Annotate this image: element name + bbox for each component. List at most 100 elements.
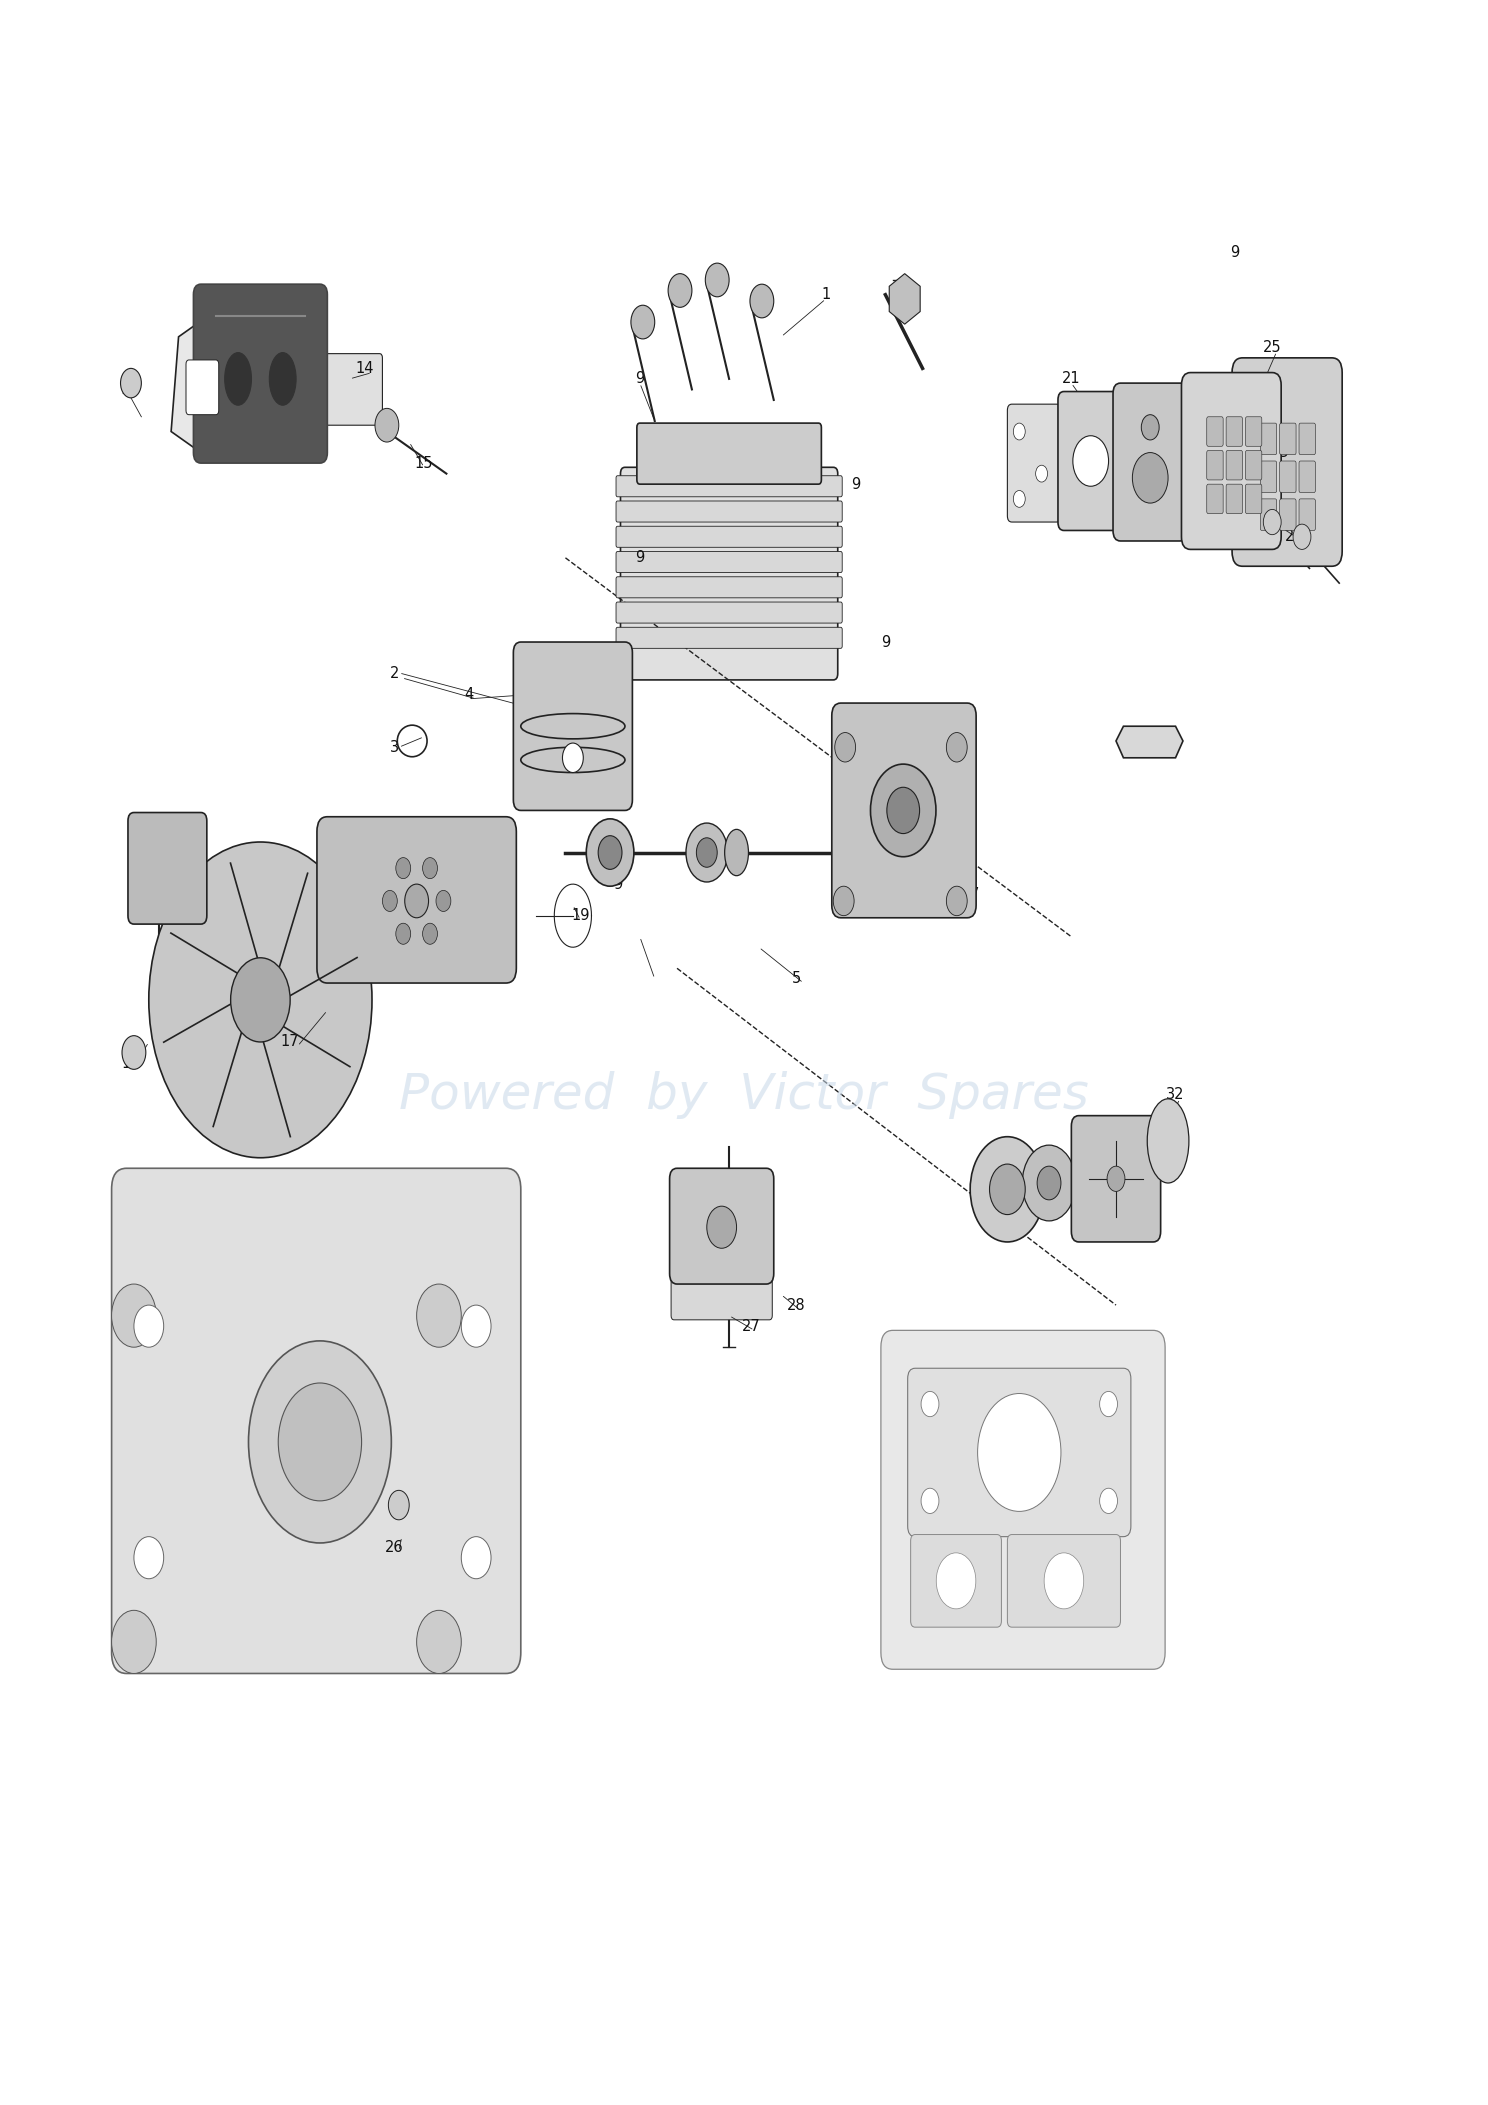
FancyBboxPatch shape: [1280, 423, 1296, 455]
Circle shape: [436, 890, 451, 911]
Circle shape: [870, 764, 936, 857]
Circle shape: [1037, 1166, 1061, 1200]
FancyBboxPatch shape: [1207, 484, 1223, 514]
FancyBboxPatch shape: [1007, 1535, 1120, 1627]
FancyBboxPatch shape: [881, 1330, 1165, 1669]
Circle shape: [1022, 1145, 1076, 1221]
Text: 17: 17: [281, 1034, 299, 1050]
Text: 10: 10: [698, 855, 716, 871]
Text: 13: 13: [266, 318, 284, 335]
Text: 5: 5: [792, 970, 801, 987]
Text: 2: 2: [390, 665, 399, 682]
Circle shape: [1045, 1553, 1083, 1608]
Circle shape: [1100, 1488, 1117, 1513]
Circle shape: [1013, 490, 1025, 507]
Text: 1: 1: [821, 286, 830, 303]
Circle shape: [417, 1610, 461, 1673]
Circle shape: [921, 1391, 939, 1417]
FancyBboxPatch shape: [1245, 450, 1262, 480]
Circle shape: [750, 284, 774, 318]
FancyBboxPatch shape: [1181, 373, 1281, 549]
Circle shape: [705, 263, 729, 297]
Circle shape: [278, 1383, 362, 1501]
FancyBboxPatch shape: [302, 354, 382, 425]
Text: 18: 18: [122, 1055, 140, 1071]
Text: 24: 24: [1286, 528, 1303, 545]
Circle shape: [1263, 509, 1281, 535]
FancyBboxPatch shape: [1299, 423, 1315, 455]
Circle shape: [121, 368, 141, 398]
Ellipse shape: [1147, 1099, 1189, 1183]
FancyBboxPatch shape: [911, 1535, 1001, 1627]
Circle shape: [1141, 415, 1159, 440]
Circle shape: [396, 924, 411, 945]
Circle shape: [631, 305, 655, 339]
FancyBboxPatch shape: [1260, 499, 1277, 530]
Circle shape: [586, 819, 634, 886]
FancyBboxPatch shape: [616, 602, 842, 623]
Circle shape: [461, 1537, 491, 1579]
FancyBboxPatch shape: [1260, 461, 1277, 493]
Circle shape: [112, 1610, 156, 1673]
Circle shape: [835, 733, 856, 762]
FancyBboxPatch shape: [832, 703, 976, 918]
Ellipse shape: [225, 352, 251, 404]
Circle shape: [598, 836, 622, 869]
Text: 9: 9: [613, 876, 622, 893]
Circle shape: [248, 1341, 391, 1543]
FancyBboxPatch shape: [1071, 1116, 1161, 1242]
FancyBboxPatch shape: [1113, 383, 1187, 541]
Text: 4: 4: [464, 686, 473, 703]
Text: 9: 9: [635, 370, 644, 387]
FancyBboxPatch shape: [616, 627, 842, 648]
Circle shape: [1293, 524, 1311, 549]
Circle shape: [134, 1305, 164, 1347]
FancyBboxPatch shape: [193, 284, 327, 463]
Circle shape: [231, 958, 290, 1042]
Circle shape: [375, 408, 399, 442]
Circle shape: [887, 787, 920, 834]
Text: 19: 19: [571, 907, 589, 924]
FancyBboxPatch shape: [1245, 417, 1262, 446]
Circle shape: [978, 1394, 1061, 1511]
FancyBboxPatch shape: [1245, 484, 1262, 514]
FancyBboxPatch shape: [1299, 461, 1315, 493]
Text: 12: 12: [121, 381, 138, 398]
Text: 22: 22: [1077, 497, 1095, 514]
FancyBboxPatch shape: [616, 526, 842, 547]
Text: 20: 20: [891, 297, 909, 314]
Circle shape: [1073, 436, 1109, 486]
FancyBboxPatch shape: [1280, 499, 1296, 530]
Circle shape: [396, 857, 411, 878]
Circle shape: [417, 1284, 461, 1347]
Circle shape: [562, 743, 583, 773]
FancyBboxPatch shape: [908, 1368, 1131, 1537]
Text: 8: 8: [851, 823, 860, 840]
Circle shape: [1036, 465, 1048, 482]
Text: 30: 30: [1025, 1181, 1043, 1198]
Circle shape: [1013, 423, 1025, 440]
Ellipse shape: [725, 829, 748, 876]
Text: 6: 6: [338, 970, 347, 987]
Text: 23: 23: [1271, 444, 1289, 461]
Circle shape: [423, 857, 437, 878]
Text: 9: 9: [881, 634, 890, 650]
FancyBboxPatch shape: [1226, 450, 1242, 480]
FancyBboxPatch shape: [317, 817, 516, 983]
FancyBboxPatch shape: [616, 577, 842, 598]
Ellipse shape: [269, 352, 296, 404]
Circle shape: [946, 886, 967, 916]
Text: 3: 3: [390, 739, 399, 756]
Text: 31: 31: [1115, 1128, 1132, 1145]
FancyBboxPatch shape: [1207, 450, 1223, 480]
Circle shape: [921, 1488, 939, 1513]
Text: 7: 7: [970, 886, 979, 903]
Circle shape: [946, 733, 967, 762]
Text: 9: 9: [1231, 244, 1240, 261]
FancyBboxPatch shape: [1058, 392, 1122, 530]
FancyBboxPatch shape: [186, 360, 219, 415]
FancyBboxPatch shape: [1260, 423, 1277, 455]
Text: 11: 11: [720, 844, 738, 861]
Text: 9: 9: [851, 476, 860, 493]
Text: 15: 15: [415, 455, 433, 472]
